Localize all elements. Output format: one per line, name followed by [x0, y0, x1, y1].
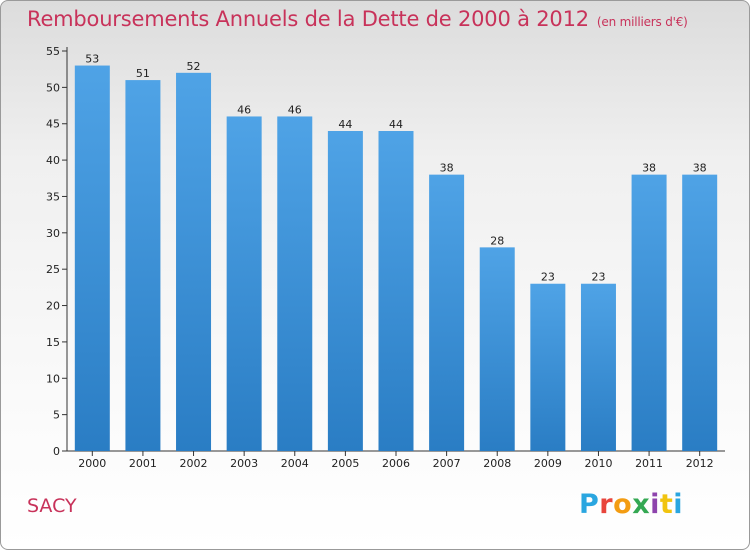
y-tick-label: 55 [46, 45, 60, 58]
logo-letter: o [613, 489, 633, 520]
bar [530, 283, 566, 451]
logo-letter: P [579, 489, 600, 520]
x-tick-label: 2007 [433, 457, 461, 470]
bar [378, 131, 414, 451]
bar [580, 283, 616, 451]
x-tick-label: 2005 [331, 457, 359, 470]
bar [479, 247, 515, 451]
data-label: 38 [440, 162, 454, 175]
x-tick-label: 2004 [281, 457, 309, 470]
data-label: 51 [136, 67, 150, 80]
x-tick-label: 2008 [483, 457, 511, 470]
x-tick-label: 2000 [78, 457, 106, 470]
logo-letter: i [673, 489, 684, 520]
bar [226, 116, 262, 452]
y-tick-label: 50 [46, 81, 60, 94]
y-tick-label: 15 [46, 336, 60, 349]
x-tick-label: 2010 [584, 457, 612, 470]
x-tick-label: 2009 [534, 457, 562, 470]
bar [74, 65, 110, 451]
y-tick-label: 10 [46, 372, 60, 385]
x-tick-label: 2011 [635, 457, 663, 470]
x-tick-label: 2001 [129, 457, 157, 470]
data-label: 28 [490, 234, 504, 247]
y-tick-label: 30 [46, 227, 60, 240]
chart-title: Remboursements Annuels de la Dette de 20… [27, 7, 688, 31]
data-label: 53 [85, 53, 99, 66]
bar [176, 72, 212, 452]
data-label: 38 [693, 162, 707, 175]
logo-letter: x [632, 489, 651, 520]
y-tick-label: 40 [46, 154, 60, 167]
y-tick-label: 5 [53, 409, 60, 422]
data-label: 38 [642, 162, 656, 175]
data-label: 44 [389, 118, 403, 131]
data-label: 46 [288, 103, 302, 116]
logo-letter: r [599, 489, 614, 520]
bar [429, 174, 465, 452]
x-tick-label: 2002 [180, 457, 208, 470]
data-label: 23 [541, 271, 555, 284]
y-tick-label: 45 [46, 118, 60, 131]
proxiti-logo[interactable]: Proxiti [579, 489, 683, 520]
bar [327, 131, 363, 451]
x-tick-label: 2003 [230, 457, 258, 470]
data-label: 52 [187, 60, 201, 73]
bar [277, 116, 313, 452]
x-tick-label: 2006 [382, 457, 410, 470]
data-label: 23 [591, 271, 605, 284]
logo-letter: t [659, 489, 674, 520]
commune-label: SACY [27, 495, 77, 517]
chart-subtitle: (en milliers d'€) [596, 15, 688, 29]
bar [631, 174, 667, 452]
x-tick-label: 2012 [686, 457, 714, 470]
y-tick-label: 20 [46, 300, 60, 313]
data-label: 44 [338, 118, 352, 131]
bar [125, 80, 161, 451]
logo-letter: i [650, 489, 660, 520]
y-tick-label: 25 [46, 263, 60, 276]
y-tick-label: 0 [53, 445, 60, 458]
bar [682, 174, 718, 452]
y-tick-label: 35 [46, 190, 60, 203]
data-label: 46 [237, 103, 251, 116]
